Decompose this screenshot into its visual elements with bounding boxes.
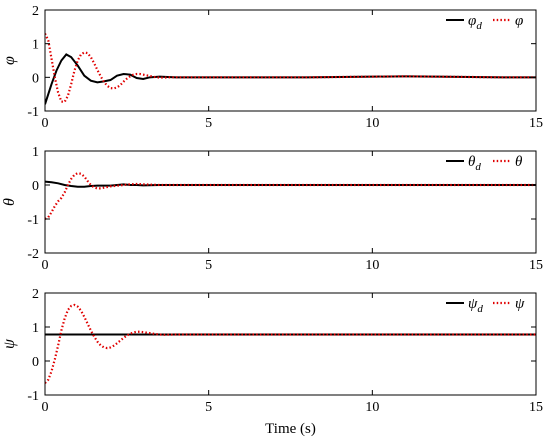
axes-box	[44, 292, 537, 396]
x-tick-label: 5	[205, 116, 212, 131]
y-axis-label: φ	[1, 56, 18, 65]
y-tick-label: -1	[27, 389, 39, 404]
y-tick-label: 2	[32, 4, 39, 19]
x-axis-label: Time (s)	[265, 421, 316, 437]
legend: φd φ	[446, 13, 523, 32]
y-axis-label: ψ	[1, 338, 18, 349]
x-tick-label: 10	[365, 258, 379, 273]
x-tick-label: 10	[365, 400, 379, 415]
y-tick-label: -2	[27, 247, 39, 262]
x-tick-label: 0	[42, 400, 49, 415]
legend: ψd ψ	[446, 296, 525, 315]
series-line-actual	[45, 303, 536, 384]
x-tick-label: 0	[42, 116, 49, 131]
x-tick-label: 10	[365, 116, 379, 131]
legend-label-actual: ψ	[515, 296, 525, 312]
x-tick-label: 5	[205, 258, 212, 273]
legend: θd θ	[446, 154, 523, 173]
legend-label-actual: φ	[515, 13, 523, 29]
panel-2: 0 5 10 15 -2 -1 0 1 θ θd θ	[1, 145, 543, 273]
y-tick-label: 1	[32, 145, 39, 160]
y-tick-label: 2	[32, 287, 39, 302]
legend-label-actual: θ	[515, 154, 523, 170]
axes-box	[44, 9, 537, 112]
y-tick-label: -1	[27, 213, 39, 228]
y-tick-label: -1	[27, 105, 39, 120]
series-line-desired	[45, 53, 536, 105]
y-tick-label: 1	[32, 321, 39, 336]
series-line-actual	[45, 33, 536, 104]
x-tick-label: 5	[205, 400, 212, 415]
legend-label-desired: θd	[468, 154, 481, 173]
y-tick-label: 1	[32, 38, 39, 53]
axes-box	[44, 150, 537, 254]
legend-label-desired: φd	[468, 13, 482, 32]
y-tick-label: 0	[32, 355, 39, 370]
y-tick-label: 0	[32, 179, 39, 194]
series-line-actual	[45, 171, 536, 220]
x-tick-label: 15	[529, 258, 543, 273]
x-tick-label: 15	[529, 116, 543, 131]
x-tick-label: 0	[42, 258, 49, 273]
x-tick-label: 15	[529, 400, 543, 415]
y-tick-label: 0	[32, 71, 39, 86]
y-axis-label: θ	[1, 198, 18, 206]
legend-label-desired: ψd	[468, 296, 483, 315]
